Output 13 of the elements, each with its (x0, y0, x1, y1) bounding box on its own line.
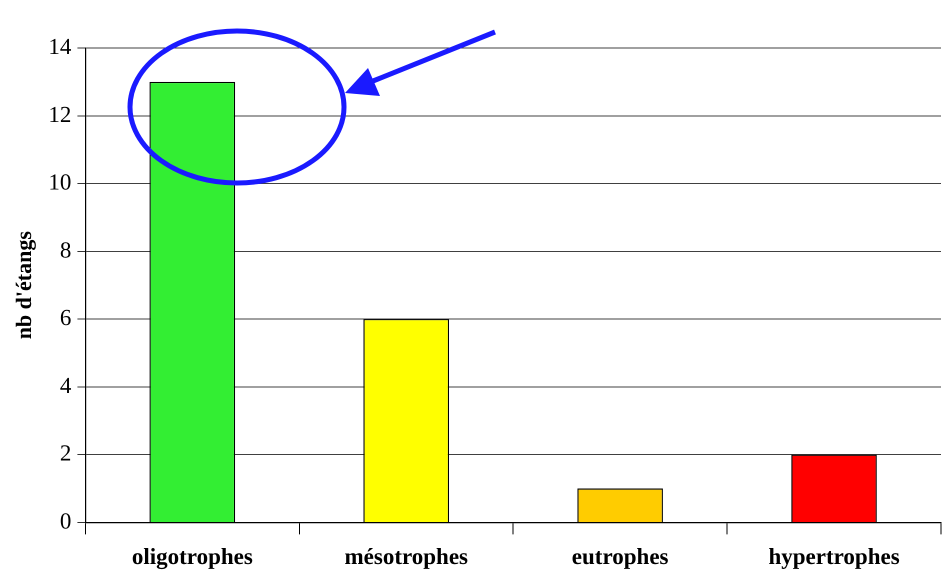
x-tick-label: mésotrophes (344, 544, 468, 570)
x-tick-label: eutrophes (572, 544, 669, 570)
y-tick-label: 6 (60, 305, 72, 330)
y-tick-label: 12 (48, 102, 72, 127)
y-tick-label: 8 (60, 237, 72, 262)
y-tick-label: 4 (60, 372, 72, 398)
y-tick-label: 2 (60, 440, 72, 466)
y-tick-label: 10 (48, 170, 72, 195)
y-axis-title: nb d'étangs (10, 230, 36, 340)
y-tick-label: 0 (60, 508, 72, 534)
x-tick-label: hypertrophes (768, 544, 900, 570)
y-tick-label: 14 (48, 34, 72, 60)
x-tick-label: oligotrophes (132, 544, 253, 570)
